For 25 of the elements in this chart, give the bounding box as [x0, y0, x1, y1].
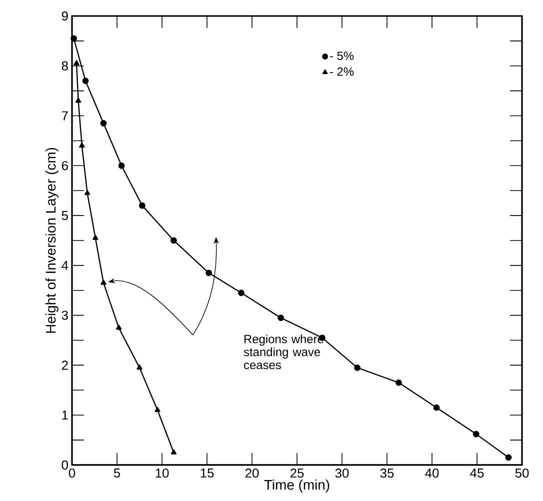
- x-tick-label: 35: [380, 468, 394, 478]
- x-tick-label: 0: [68, 468, 76, 478]
- y-tick-label: 0: [62, 460, 68, 470]
- legend-label: - 2%: [330, 67, 354, 76]
- y-tick-label: 3: [62, 310, 68, 320]
- x-tick-label: 5: [114, 468, 120, 478]
- y-tick-label: 9: [62, 11, 68, 21]
- x-tick-label: 30: [335, 468, 349, 478]
- y-tick-label: 1: [62, 410, 68, 420]
- y-tick-label: 8: [62, 61, 68, 70]
- x-tick-label: 25: [290, 468, 304, 478]
- x-tick-label: 10: [156, 468, 169, 478]
- x-tick-label: 45: [470, 468, 484, 478]
- x-tick-label: 50: [515, 468, 529, 478]
- x-tick-label: 15: [200, 468, 214, 478]
- x-axis-title: Time (min): [264, 480, 330, 493]
- y-tick-label: 4: [62, 260, 68, 270]
- y-axis-title: Height of Inversion Layer (cm): [45, 148, 58, 333]
- y-tick-label: 7: [62, 111, 68, 120]
- y-tick-label: 5: [62, 211, 68, 220]
- legend-label: - 5%: [330, 52, 354, 60]
- x-tick-label: 20: [245, 468, 259, 478]
- x-tick-label: 40: [425, 468, 439, 478]
- y-tick-label: 6: [62, 161, 68, 170]
- y-tick-label: 2: [62, 360, 68, 370]
